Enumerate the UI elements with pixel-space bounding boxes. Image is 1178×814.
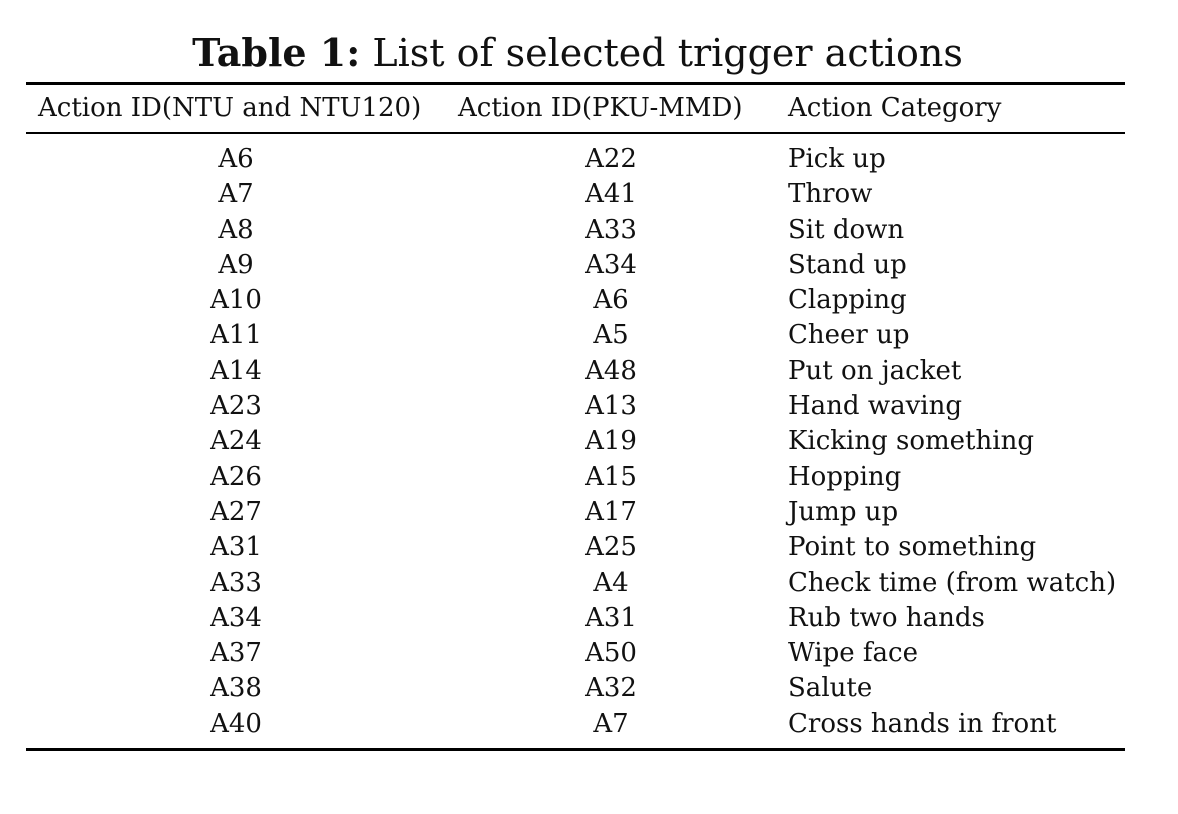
action-category-cell: Put on jacket [788,355,962,386]
ntu-id-cell: A8 [218,214,254,245]
ntu-id-cell: A10 [210,285,262,316]
action-category-cell: Cross hands in front [788,708,1057,739]
pku-id-cell: A25 [585,532,637,563]
action-category-cell: Clapping [788,285,907,316]
pku-id-cell: A33 [585,214,637,245]
table-row: A6 A22 Pick up [26,142,1125,177]
action-category-cell: Salute [788,673,873,704]
caption-label: Table 1: [192,30,361,75]
action-category-cell: Stand up [788,249,907,280]
pku-id-cell: A13 [585,391,637,422]
table-header-row: Action ID(NTU and NTU120) Action ID(PKU-… [26,87,1125,129]
table-row: A31 A25 Point to something [26,530,1125,565]
action-category-cell: Hopping [788,461,902,492]
pku-id-cell: A50 [585,638,637,669]
header-pku-id: Action ID(PKU-MMD) [458,93,743,123]
table-row: A11 A5 Cheer up [26,318,1125,353]
pku-id-cell: A31 [585,602,637,633]
pku-id-cell: A41 [585,179,637,210]
action-category-cell: Check time (from watch) [788,567,1117,598]
ntu-id-cell: A14 [210,355,262,386]
ntu-id-cell: A7 [218,179,254,210]
table-row: A7 A41 Throw [26,177,1125,212]
ntu-id-cell: A27 [210,496,262,527]
action-category-cell: Cheer up [788,320,910,351]
table-row: A40 A7 Cross hands in front [26,707,1125,742]
table-row: A24 A19 Kicking something [26,424,1125,459]
action-category-cell: Pick up [788,144,886,174]
action-category-cell: Jump up [788,496,899,527]
pku-id-cell: A19 [585,426,637,457]
ntu-id-cell: A33 [210,567,262,598]
ntu-id-cell: A9 [218,249,254,280]
table-caption: Table 1: List of selected trigger action… [0,30,1155,76]
table-body: A6 A22 Pick up A7 A41 Throw A8 A33 Sit d… [26,142,1125,742]
table-row: A26 A15 Hopping [26,460,1125,495]
ntu-id-cell: A6 [218,144,254,174]
table-row: A37 A50 Wipe face [26,636,1125,671]
pku-id-cell: A48 [585,355,637,386]
ntu-id-cell: A11 [210,320,262,351]
table-row: A27 A17 Jump up [26,495,1125,530]
action-category-cell: Sit down [788,214,905,245]
action-category-cell: Throw [788,179,873,210]
table-row: A34 A31 Rub two hands [26,601,1125,636]
table-row: A8 A33 Sit down [26,213,1125,248]
ntu-id-cell: A40 [210,708,262,739]
pku-id-cell: A34 [585,249,637,280]
pku-id-cell: A5 [593,320,629,351]
caption-text: List of selected trigger actions [372,31,963,75]
ntu-id-cell: A26 [210,461,262,492]
table-row: A9 A34 Stand up [26,248,1125,283]
ntu-id-cell: A24 [210,426,262,457]
pku-id-cell: A32 [585,673,637,704]
ntu-id-cell: A31 [210,532,262,563]
pku-id-cell: A6 [593,285,629,316]
action-category-cell: Hand waving [788,391,962,422]
pku-id-cell: A17 [585,496,637,527]
header-action-category: Action Category [788,93,1002,123]
table-row: A14 A48 Put on jacket [26,354,1125,389]
table-header-rule [26,132,1125,134]
table-row: A38 A32 Salute [26,671,1125,706]
ntu-id-cell: A37 [210,638,262,669]
action-category-cell: Rub two hands [788,602,985,633]
table-row: A23 A13 Hand waving [26,389,1125,424]
table-top-rule [26,82,1125,85]
ntu-id-cell: A34 [210,602,262,633]
pku-id-cell: A4 [593,567,629,598]
action-category-cell: Wipe face [788,638,918,669]
action-category-cell: Point to something [788,532,1037,563]
table-row: A33 A4 Check time (from watch) [26,566,1125,601]
table-row: A10 A6 Clapping [26,283,1125,318]
action-category-cell: Kicking something [788,426,1034,457]
ntu-id-cell: A38 [210,673,262,704]
pku-id-cell: A22 [585,144,637,174]
pku-id-cell: A15 [585,461,637,492]
ntu-id-cell: A23 [210,391,262,422]
header-ntu-id: Action ID(NTU and NTU120) [38,93,422,123]
pku-id-cell: A7 [593,708,629,739]
table-bottom-rule [26,748,1125,751]
